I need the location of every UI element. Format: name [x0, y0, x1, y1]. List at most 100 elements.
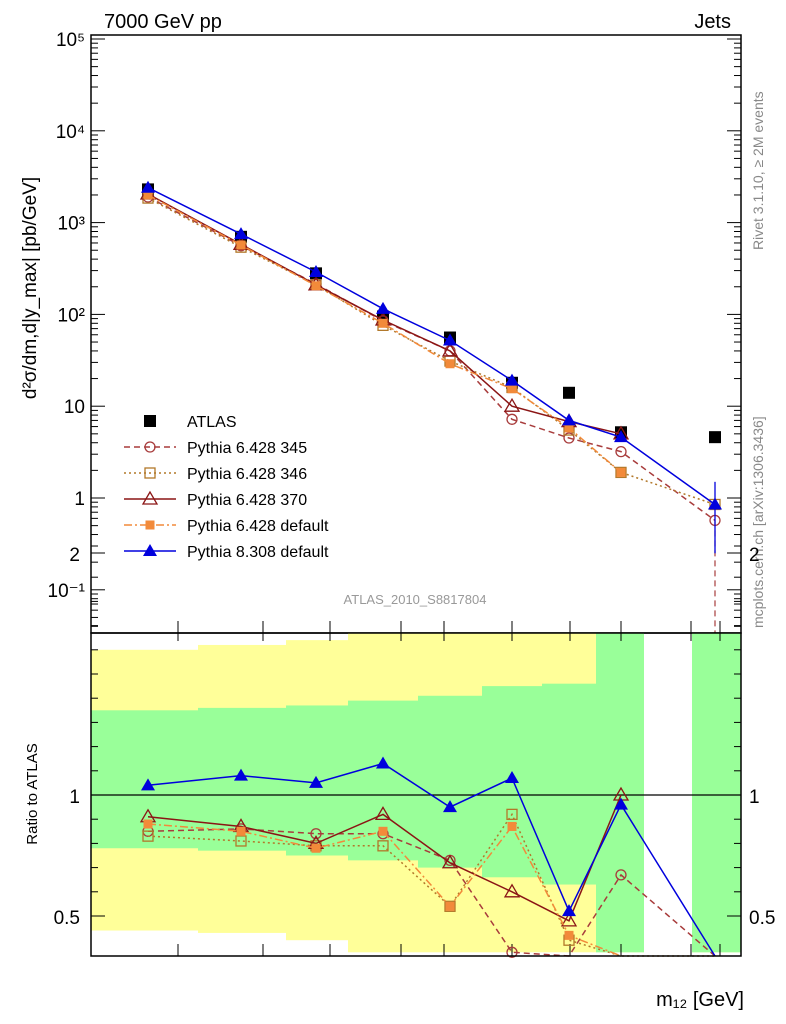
data-point	[445, 901, 455, 911]
ratio-ytick-label-right: 2	[749, 545, 760, 566]
data-point	[506, 413, 518, 425]
ratio-uncertainty-bands	[91, 633, 741, 955]
header-left: 7000 GeV pp	[104, 11, 222, 33]
data-point	[143, 819, 153, 829]
data-point	[443, 800, 457, 813]
data-point	[141, 180, 155, 193]
legend-item: Pythia 6.428 370	[124, 490, 307, 509]
main-series-2	[142, 192, 721, 511]
main-series-0	[142, 183, 721, 444]
legend-item: Pythia 6.428 default	[124, 518, 329, 535]
legend-item: Pythia 8.308 default	[124, 544, 329, 561]
data-point	[144, 441, 156, 453]
main-panel-series	[139, 180, 722, 633]
legend-label: Pythia 6.428 346	[187, 466, 307, 483]
rivet-label: Rivet 3.1.10, ≥ 2M events	[750, 91, 766, 250]
data-point	[616, 467, 626, 477]
data-point	[505, 771, 519, 784]
green-band	[692, 633, 741, 953]
main-ytick-label: 10²	[58, 305, 85, 326]
legend: ATLAS Pythia 6.428 345 Pythia 6.428 346 Pyt…	[124, 414, 329, 561]
data-point	[378, 318, 388, 328]
data-point	[503, 883, 521, 898]
main-ylabel: d²σ/dm,d|y_max| [pb/GeV]	[20, 177, 41, 399]
ratio-ytick-label-right: 0.5	[749, 908, 775, 929]
data-point	[236, 826, 246, 836]
data-point	[143, 544, 157, 556]
data-point	[503, 397, 521, 412]
main-series-5	[141, 180, 722, 510]
ratio-series-3	[143, 819, 622, 957]
legend-label: Pythia 8.308 default	[187, 544, 329, 561]
data-point	[234, 768, 248, 781]
data-point	[564, 930, 574, 940]
data-point	[144, 415, 156, 427]
main-ytick-label: 10³	[58, 214, 85, 235]
main-ytick-label: 10	[64, 397, 85, 418]
data-point	[309, 264, 323, 277]
data-point	[235, 835, 247, 847]
data-point	[141, 778, 155, 791]
analysis-id: ATLAS_2010_S8817804	[344, 592, 487, 607]
data-point	[441, 854, 459, 869]
main-ytick-label: 10⁵	[56, 30, 85, 51]
data-point	[374, 806, 392, 821]
legend-label: Pythia 6.428 default	[187, 518, 329, 535]
ratio-line	[147, 794, 622, 922]
data-point	[376, 301, 390, 314]
series-line	[147, 194, 622, 473]
ratio-ylabel: Ratio to ATLAS	[24, 743, 41, 844]
mcplots-label: mcplots.cern.ch [arXiv:1306.3436]	[750, 416, 766, 628]
data-point	[615, 466, 627, 479]
main-ytick-label: 1	[74, 489, 85, 510]
green-band	[542, 683, 596, 885]
main-panel-ticks: 10⁻¹ 1 10 10² 10³ 10⁴ 10⁵	[48, 30, 742, 633]
ratio-panel-series	[139, 756, 716, 958]
data-point	[560, 912, 578, 927]
data-point	[310, 828, 322, 840]
legend-item: ATLAS	[144, 414, 237, 431]
ratio-ytick-label-right: 1	[749, 787, 760, 808]
header-right: Jets	[694, 11, 731, 33]
data-point	[562, 904, 576, 917]
data-point	[562, 413, 576, 426]
main-series-4	[143, 190, 626, 477]
data-point	[144, 467, 156, 479]
data-point	[441, 342, 459, 357]
data-point	[378, 826, 388, 836]
data-point	[141, 490, 159, 505]
main-ytick-label: 10⁴	[56, 122, 85, 143]
data-point	[311, 281, 321, 291]
data-point	[234, 227, 248, 240]
green-band	[348, 700, 418, 861]
data-point	[145, 520, 155, 530]
ratio-ytick-label: 0.5	[54, 908, 80, 929]
legend-item: Pythia 6.428 346	[124, 466, 307, 483]
main-ytick-label: 10⁻¹	[48, 581, 86, 602]
data-point	[614, 430, 628, 443]
data-point	[563, 432, 575, 444]
data-point	[377, 840, 389, 852]
data-point	[615, 445, 627, 458]
legend-label: Pythia 6.428 370	[187, 492, 307, 509]
data-point	[309, 775, 323, 788]
green-band	[596, 633, 644, 953]
data-point	[443, 333, 457, 346]
data-point	[507, 384, 517, 394]
series-line	[147, 197, 716, 506]
data-point	[505, 373, 519, 386]
data-point	[564, 423, 574, 433]
data-point	[376, 756, 390, 769]
ratio-ytick-label: 2	[69, 545, 80, 566]
data-point	[614, 797, 628, 810]
data-point	[506, 808, 518, 821]
data-point	[143, 190, 153, 200]
data-point	[563, 386, 575, 399]
ratio-ytick-label: 1	[69, 787, 80, 808]
x-axis-label: m₁₂ [GeV]	[656, 989, 744, 1011]
data-point	[445, 359, 455, 369]
legend-item: Pythia 6.428 345	[124, 440, 307, 457]
legend-label: Pythia 6.428 345	[187, 440, 307, 457]
ratio-series-4	[141, 756, 716, 957]
